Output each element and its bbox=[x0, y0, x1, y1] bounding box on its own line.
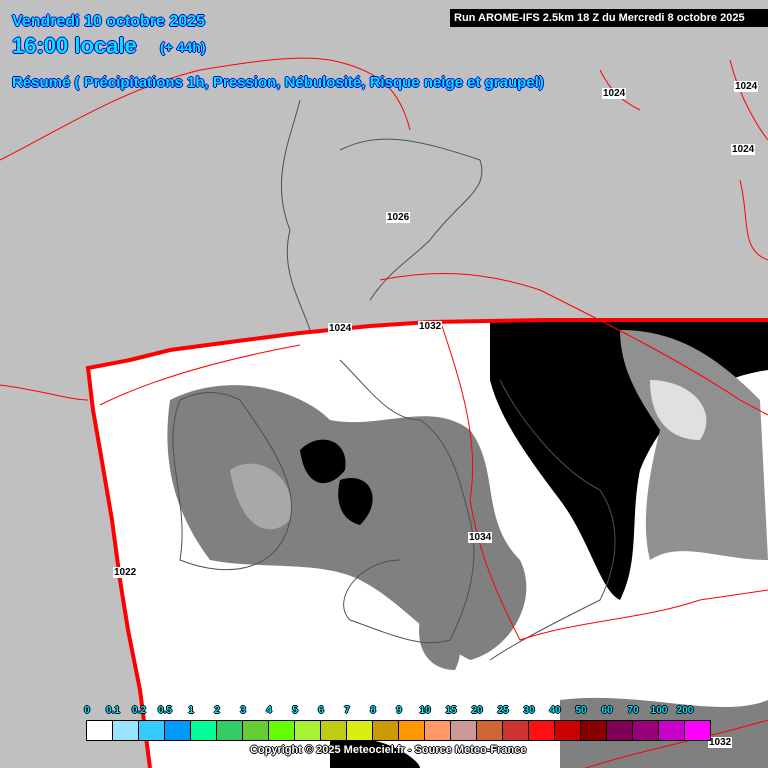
legend-swatch bbox=[685, 721, 710, 740]
lead-time: (+ 44h) bbox=[160, 39, 206, 55]
legend-label: 40 bbox=[549, 705, 561, 716]
legend-swatch bbox=[347, 721, 373, 740]
legend-swatch bbox=[451, 721, 477, 740]
legend-label: 8 bbox=[370, 705, 376, 716]
legend-swatch bbox=[503, 721, 529, 740]
legend-swatch bbox=[399, 721, 425, 740]
isobar-label: 1024 bbox=[731, 144, 756, 155]
legend-swatch bbox=[477, 721, 503, 740]
legend-swatch bbox=[87, 721, 113, 740]
isobars bbox=[0, 57, 768, 768]
legend-label: 7 bbox=[344, 705, 350, 716]
forecast-time: 16:00 locale bbox=[12, 33, 137, 58]
legend-swatch bbox=[321, 721, 347, 740]
legend-label: 9 bbox=[396, 705, 402, 716]
legend-label: 0.2 bbox=[132, 705, 146, 716]
isobar-label: 1026 bbox=[386, 212, 411, 223]
legend-swatch bbox=[295, 721, 321, 740]
legend-label: 2 bbox=[214, 705, 220, 716]
legend-label: 5 bbox=[292, 705, 298, 716]
copyright: Copyright © 2025 Meteociel.fr - Source M… bbox=[250, 744, 527, 756]
cloud-cover bbox=[167, 322, 768, 768]
legend-label: 3 bbox=[240, 705, 246, 716]
isobar-label: 1034 bbox=[468, 532, 493, 543]
isobar-label: 1022 bbox=[113, 567, 138, 578]
legend-label: 50 bbox=[575, 705, 587, 716]
isobar-label: 1024 bbox=[734, 81, 759, 92]
legend-swatch bbox=[243, 721, 269, 740]
legend-swatch bbox=[191, 721, 217, 740]
isobar-label: 1032 bbox=[708, 737, 733, 748]
legend-swatch bbox=[217, 721, 243, 740]
legend-label: 25 bbox=[497, 705, 509, 716]
legend-label: 6 bbox=[318, 705, 324, 716]
isobar-label: 1032 bbox=[418, 321, 443, 332]
domain-border bbox=[85, 318, 768, 768]
legend-swatch bbox=[581, 721, 607, 740]
legend-swatch bbox=[113, 721, 139, 740]
legend-label: 0.1 bbox=[106, 705, 120, 716]
coastlines bbox=[172, 99, 616, 661]
legend-label: 0.5 bbox=[158, 705, 172, 716]
precipitation-legend bbox=[86, 720, 711, 741]
legend-swatch bbox=[373, 721, 399, 740]
legend-swatch bbox=[139, 721, 165, 740]
legend-label: 20 bbox=[471, 705, 483, 716]
legend-label: 4 bbox=[266, 705, 272, 716]
legend-swatch bbox=[269, 721, 295, 740]
legend-label: 200 bbox=[676, 705, 694, 716]
legend-swatch bbox=[425, 721, 451, 740]
legend-labels: 0 0.1 0.2 0.5 1 2 3 4 5 6 7 8 9 10 15 20 25 30 40 50 60 70 100… bbox=[74, 705, 698, 716]
legend-label: 70 bbox=[627, 705, 639, 716]
legend-label: 30 bbox=[523, 705, 535, 716]
legend-swatch bbox=[633, 721, 659, 740]
legend-label: 60 bbox=[601, 705, 613, 716]
legend-label: 15 bbox=[445, 705, 457, 716]
isobar-label: 1024 bbox=[602, 88, 627, 99]
legend-swatch bbox=[607, 721, 633, 740]
legend-label: 100 bbox=[650, 705, 668, 716]
legend-swatch bbox=[165, 721, 191, 740]
forecast-date: Vendredi 10 octobre 2025 bbox=[12, 13, 205, 30]
legend-swatch bbox=[659, 721, 685, 740]
isobar-label: 1024 bbox=[328, 323, 353, 334]
model-run-label: Run AROME-IFS 2.5km 18 Z du Mercredi 8 o… bbox=[450, 9, 768, 27]
legend-label: 0 bbox=[84, 705, 90, 716]
map-summary: Résumé ( Précipitations 1h, Pression, Né… bbox=[12, 74, 544, 91]
legend-label: 1 bbox=[188, 705, 194, 716]
legend-swatch bbox=[555, 721, 581, 740]
legend-swatch bbox=[529, 721, 555, 740]
legend-label: 10 bbox=[419, 705, 431, 716]
